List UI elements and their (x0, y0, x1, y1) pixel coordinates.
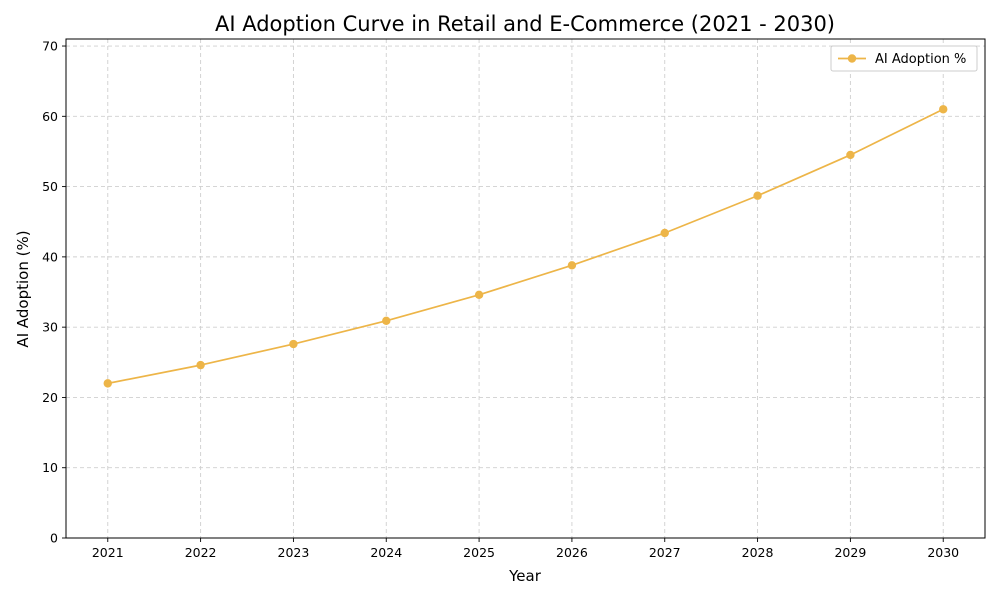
data-point (753, 191, 762, 200)
x-tick-label: 2029 (834, 545, 866, 560)
data-point (289, 339, 298, 349)
x-tick-label: 2026 (556, 545, 588, 560)
x-tick-label: 2027 (649, 545, 681, 560)
y-tick-label: 60 (42, 109, 58, 124)
x-tick-label: 2028 (742, 545, 774, 560)
x-tick-label: 2022 (185, 545, 217, 560)
tick-labels: 2021 2022 2023 2024 2025 2026 2027 2028 2029 2030… (42, 39, 959, 560)
data-point (196, 360, 205, 370)
y-tick-label: 10 (42, 460, 58, 475)
x-tick-label: 2030 (927, 545, 959, 560)
data-point (103, 379, 112, 388)
data-point (660, 228, 669, 238)
y-tick-label: 70 (42, 39, 58, 54)
plot-frame (65, 38, 986, 539)
axes (62, 38, 986, 542)
data-point (474, 290, 484, 300)
series-line (107, 108, 944, 385)
data-point (939, 105, 948, 114)
legend: AI Adoption % (830, 45, 978, 72)
y-tick-label: 40 (42, 249, 58, 264)
x-tick-label: 2024 (370, 545, 402, 560)
data-point (846, 150, 855, 160)
y-tick-label: 50 (42, 179, 58, 194)
x-axis-label: Year (508, 567, 542, 585)
x-tick-label: 2025 (463, 545, 495, 560)
legend-box (830, 45, 978, 72)
legend-entry-label: AI Adoption % (875, 52, 966, 67)
data-point (567, 261, 577, 270)
y-tick-label: 20 (42, 390, 58, 405)
series-layer (103, 105, 948, 388)
x-tick-label: 2023 (278, 545, 310, 560)
legend-marker-swatch (847, 54, 857, 63)
x-tick-label: 2021 (92, 545, 124, 560)
y-tick-label: 0 (50, 531, 58, 546)
y-axis-label: AI Adoption (%) (14, 230, 32, 347)
chart-title: AI Adoption Curve in Retail and E-Commer… (215, 12, 835, 36)
y-tick-label: 30 (42, 320, 58, 335)
data-point (382, 316, 391, 326)
